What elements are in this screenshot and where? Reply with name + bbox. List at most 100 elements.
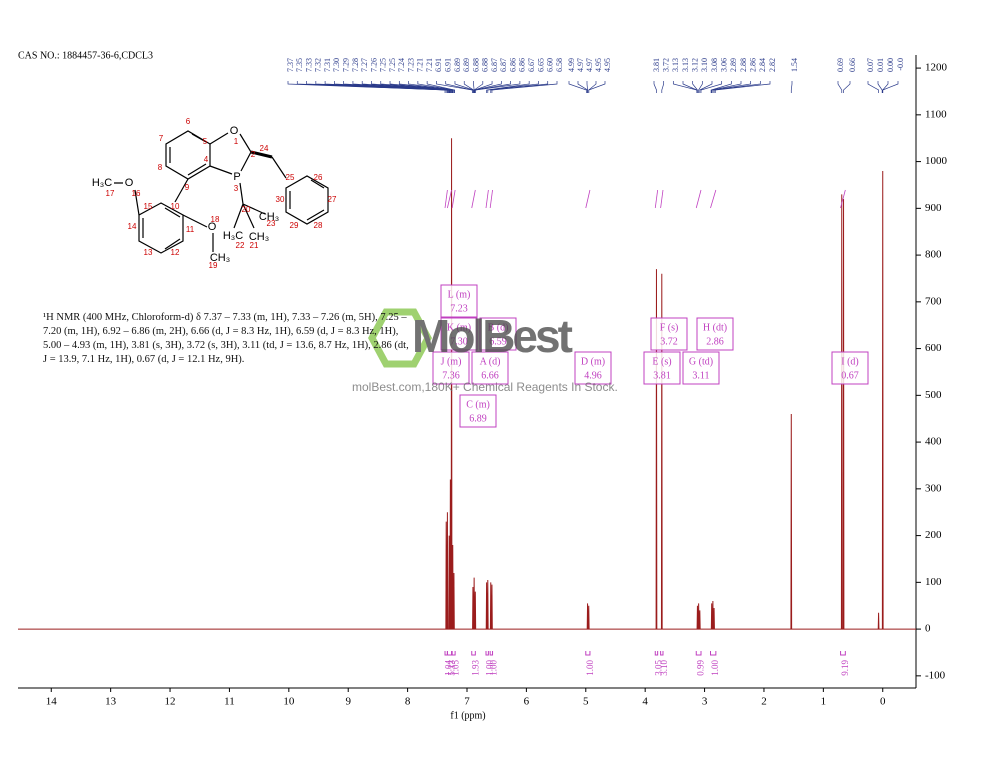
integral-label: 1.00 [710,660,720,676]
multiplet-box [479,317,517,351]
watermark-logo: MolBest [412,310,573,362]
peak-label: 0.66 [848,58,857,72]
integral-curve [585,189,591,209]
x-tick-label: 3 [702,696,708,708]
integral-curve [444,189,448,209]
peak-connector [398,81,454,93]
peak-label: 7.28 [351,58,360,72]
peak-label: 7.30 [332,58,341,72]
peak-label: 6.60 [546,58,555,72]
peak-label: 0.01 [876,58,885,72]
peak-connector [882,81,899,93]
y-tick-label: 200 [925,529,942,541]
multiplet-box [440,317,478,351]
methoxy-bonds [114,182,214,252]
y-tick-label: 300 [925,482,942,494]
integral-label: 1.93 [471,660,481,676]
peak-connector [711,81,742,93]
atom-number: 18 [211,215,220,224]
peak-connector [486,81,530,93]
integral-curve [447,189,452,209]
multiplet-shift: 6.66 [481,370,499,381]
watermark-icon [368,308,432,368]
atom-number: 19 [209,261,218,270]
chart-title: CAS NO.: 1884457-36-6,CDCL3 [18,50,153,61]
peak-connector [473,81,484,93]
peak-connector [682,81,698,93]
integral-bracket [489,651,494,656]
integral-curve [654,189,659,209]
integral-label: 1.00 [484,660,494,676]
multiplet-shift: 6.59 [489,336,507,347]
integral-label: 0.99 [696,660,706,676]
peak-label: 2.89 [729,58,738,72]
x-tick-label: 6 [524,696,530,708]
x-tick-label: 5 [583,696,589,708]
multiplet-name: E (s) [652,356,671,367]
peak-label: 3.81 [652,58,661,72]
peak-connector [445,81,473,93]
peak-connector [837,81,843,93]
peak-label: 6.91 [444,58,453,72]
y-tick-label: 1000 [925,155,948,167]
atom-number: 22 [236,241,245,250]
benzyl-bonds [271,156,329,225]
atom-number: 3 [234,184,239,193]
integral-curve [840,189,846,209]
peak-label: 2.82 [768,58,777,72]
integral-curve [471,189,476,209]
atom-number: 28 [314,221,323,230]
peak-label: 2.84 [758,58,767,72]
integral-curve [695,189,702,209]
integral-bracket [451,651,456,656]
integral-label: 1.04 [443,660,453,676]
peak-connector [586,81,588,93]
peak-connector [714,81,771,93]
multiplet-box [574,351,612,385]
peak-label: 3.13 [671,58,680,72]
multiplet-box [831,351,869,385]
atom-number: 6 [186,117,191,126]
multiplet-shift: 4.96 [584,370,602,381]
integral-bracket [840,651,846,656]
watermark-slogan: molBest.com,180K+ Chemical Reagents In S… [352,380,618,394]
integral-curve [485,189,489,209]
x-tick-label: 12 [165,696,176,708]
multiplet-box [471,351,509,385]
multiplet-shift: 3.11 [692,370,709,381]
nmr-description: ¹H NMR (400 MHz, Chloroform-d) δ 7.37 – … [43,312,409,365]
peak-label: 7.21 [416,58,425,72]
atom-number: 29 [290,221,299,230]
multiplet-name: G (td) [689,356,713,367]
multiplet-box [432,351,470,385]
peak-label: 3.72 [661,58,670,72]
peak-connector [692,81,698,93]
y-tick-label: 900 [925,202,942,214]
y-tick-label: 1100 [925,108,947,120]
atom-symbol: O [230,125,239,137]
peak-label: 0.07 [866,58,875,72]
ring-bonds [209,132,252,175]
peak-label: 6.87 [490,58,499,72]
peak-connector [487,81,539,93]
multiplet-name: L (m) [448,289,471,300]
peak-connector [491,81,558,93]
aryl-bonds [138,178,189,254]
atom-number: 2 [251,150,256,159]
y-tick-label: 0 [925,623,931,635]
spectrum-line [18,138,916,630]
peak-connector [790,81,793,93]
peak-label: 6.87 [499,58,508,72]
atom-number: 24 [260,144,269,153]
integral-bracket [585,651,591,656]
atom-number: 10 [171,202,180,211]
peak-label: 0.69 [836,58,845,72]
atom-symbol: CH₃ [259,211,279,223]
atom-number: 20 [242,205,251,214]
x-tick-label: 4 [642,696,648,708]
atom-symbol: P [233,171,240,183]
multiplet-name: J (m) [441,356,462,367]
multiplet-shift: 7.36 [442,370,460,381]
multiplet-shift: 7.30 [450,336,468,347]
